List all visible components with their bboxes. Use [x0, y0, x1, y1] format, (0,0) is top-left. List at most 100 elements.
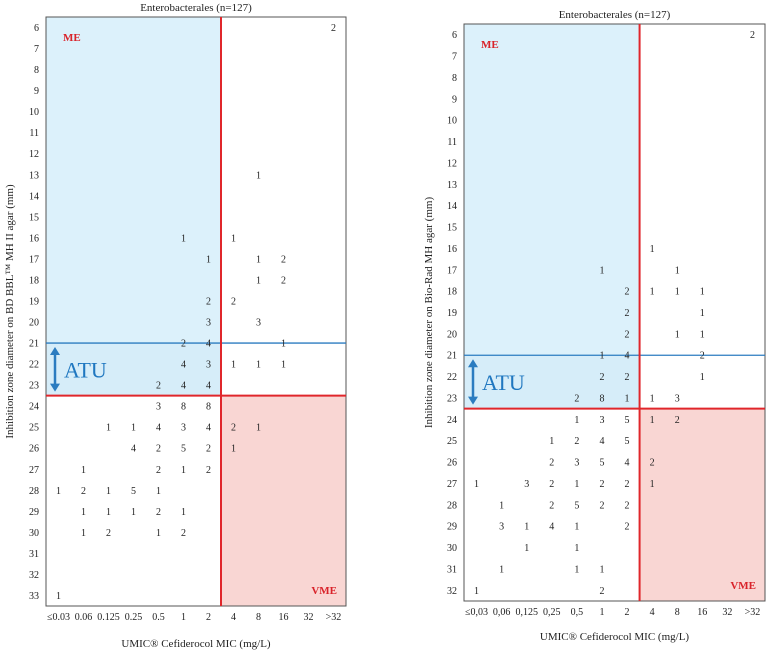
cell-count: 1 [549, 436, 554, 447]
cell-count: 2 [599, 500, 604, 511]
cell-count: 2 [574, 436, 579, 447]
cell-count: 4 [206, 423, 211, 434]
cell-count: 1 [700, 308, 705, 319]
cell-count: 1 [700, 372, 705, 383]
y-tick-label: 15 [29, 212, 39, 223]
atu-arrow-head-down [468, 396, 478, 405]
cell-count: 1 [281, 360, 286, 371]
me-zone [46, 17, 221, 344]
y-tick-label: 20 [447, 329, 457, 340]
y-tick-label: 7 [452, 52, 457, 63]
cell-count: 2 [625, 308, 630, 319]
x-tick-label: ≤0,03 [465, 607, 488, 618]
y-tick-label: 25 [447, 436, 457, 447]
me-label: ME [481, 39, 499, 51]
y-tick-label: 13 [29, 170, 39, 181]
cell-count: 1 [474, 479, 479, 490]
cell-count: 1 [574, 479, 579, 490]
y-tick-label: 28 [447, 500, 457, 511]
cell-count: 1 [574, 522, 579, 533]
cell-count: 2 [599, 586, 604, 597]
cell-count: 1 [81, 465, 86, 476]
y-tick-label: 16 [29, 233, 39, 244]
cell-count: 2 [206, 465, 211, 476]
cell-count: 2 [625, 372, 630, 383]
cell-count: 1 [56, 486, 61, 497]
x-tick-label: 0,5 [571, 607, 584, 618]
x-tick-label: 0,06 [493, 607, 511, 618]
y-tick-label: 22 [29, 360, 39, 371]
cell-count: 4 [549, 522, 554, 533]
cell-count: 2 [281, 275, 286, 286]
x-tick-label: 4 [650, 607, 655, 618]
x-tick-label: >32 [326, 612, 342, 623]
y-tick-label: 19 [447, 308, 457, 319]
cell-count: 1 [106, 507, 111, 518]
vme-label: VME [730, 580, 756, 592]
cell-count: 2 [599, 479, 604, 490]
cell-count: 2 [231, 296, 236, 307]
cell-count: 2 [574, 393, 579, 404]
cell-count: 3 [599, 415, 604, 426]
x-tick-label: 8 [256, 612, 261, 623]
cell-count: 1 [181, 233, 186, 244]
plot-frame [45, 16, 347, 607]
y-tick-label: 13 [447, 180, 457, 191]
cell-count: 1 [650, 287, 655, 298]
chart-title: Enterobacterales (n=127) [140, 2, 252, 14]
cell-count: 4 [131, 444, 136, 455]
cell-count: 1 [256, 275, 261, 286]
cell-count: 2 [549, 458, 554, 469]
x-tick-label: 16 [697, 607, 707, 618]
cell-count: 1 [625, 393, 630, 404]
cell-count: 1 [156, 486, 161, 497]
cell-count: 2 [331, 23, 336, 34]
cell-count: 1 [650, 244, 655, 255]
y-tick-label: 23 [447, 393, 457, 404]
cell-count: 4 [625, 351, 630, 362]
cell-count: 3 [256, 318, 261, 329]
y-tick-label: 28 [29, 486, 39, 497]
cell-count: 2 [81, 486, 86, 497]
me-label: ME [63, 32, 81, 44]
cell-count: 2 [625, 329, 630, 340]
cell-count: 2 [650, 458, 655, 469]
y-axis-label: Inhibition zone diameter on BD BBL™ MH I… [4, 184, 16, 439]
cell-count: 2 [281, 254, 286, 265]
y-tick-label: 26 [447, 458, 457, 469]
y-tick-label: 16 [447, 244, 457, 255]
cell-count: 1 [700, 329, 705, 340]
cell-count: 5 [574, 500, 579, 511]
cell-count: 1 [524, 543, 529, 554]
cell-count: 2 [181, 528, 186, 539]
atu-zone [464, 355, 640, 409]
atu-arrow-head-up [468, 359, 478, 368]
cell-count: 2 [625, 287, 630, 298]
y-tick-label: 32 [447, 586, 457, 597]
cell-count: 4 [206, 381, 211, 392]
cell-count: 2 [625, 479, 630, 490]
y-tick-label: 11 [29, 128, 39, 139]
cell-count: 2 [625, 500, 630, 511]
cell-count: 1 [181, 507, 186, 518]
cell-count: 2 [156, 465, 161, 476]
y-tick-label: 29 [29, 507, 39, 518]
y-tick-label: 12 [29, 149, 39, 160]
cell-count: 1 [650, 479, 655, 490]
x-tick-label: 0.06 [75, 612, 93, 623]
cell-count: 2 [625, 522, 630, 533]
cell-count: 1 [81, 528, 86, 539]
chart-panel-1: MEVMEATU67891011121314151617181920212223… [4, 2, 347, 650]
cell-count: 1 [599, 564, 604, 575]
y-tick-label: 22 [447, 372, 457, 383]
cell-count: 2 [106, 528, 111, 539]
cell-count: 2 [549, 479, 554, 490]
x-tick-label: 0.25 [125, 612, 143, 623]
y-tick-label: 17 [447, 265, 457, 276]
y-tick-label: 23 [29, 381, 39, 392]
x-tick-label: 32 [304, 612, 314, 623]
y-tick-label: 8 [34, 65, 39, 76]
y-tick-label: 11 [447, 137, 457, 148]
y-tick-label: 33 [29, 591, 39, 602]
cell-count: 2 [231, 423, 236, 434]
